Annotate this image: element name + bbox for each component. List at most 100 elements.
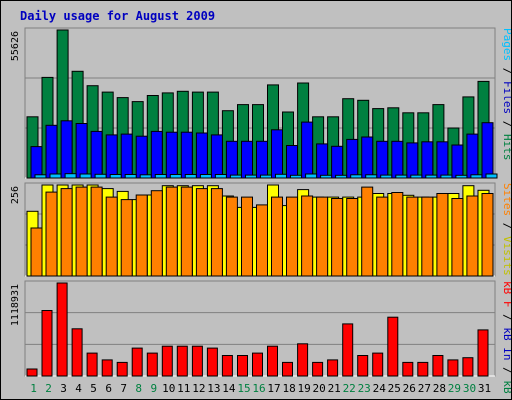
x-tick-label-day-17: 17 <box>267 382 280 395</box>
x-tick-label-day-9: 9 <box>150 382 157 395</box>
bar-kb-f-day-11 <box>176 345 188 377</box>
bar-sites-day-3 <box>60 188 73 277</box>
bar-pages-day-17 <box>275 173 287 179</box>
bar-sites-day-8 <box>135 194 148 277</box>
bar-sites-day-18 <box>286 196 298 277</box>
x-tick-label-day-21: 21 <box>328 382 341 395</box>
bar-pages-day-18 <box>290 174 302 179</box>
bar-kb-f-day-27 <box>417 361 429 377</box>
bar-sites-day-17 <box>271 196 283 277</box>
bar-kb-f-day-23 <box>357 355 369 377</box>
legend-item: Sites <box>501 183 511 216</box>
bar-pages-day-16 <box>260 174 272 179</box>
bar-sites-day-16 <box>256 204 268 277</box>
bar-pages-day-30 <box>470 174 483 179</box>
bar-pages-day-8 <box>139 174 152 179</box>
x-tick-label-day-7: 7 <box>120 382 127 395</box>
y-max-label: 55626 <box>10 31 21 61</box>
y-max-label: 256 <box>10 186 21 204</box>
bar-kb-f-day-10 <box>161 345 173 377</box>
bar-files-day-10 <box>165 131 178 179</box>
bar-files-day-19 <box>301 121 314 179</box>
bar-pages-day-28 <box>440 174 453 179</box>
bar-kb-f-day-22 <box>342 323 354 377</box>
bar-files-day-6 <box>105 134 118 179</box>
bar-pages-day-15 <box>245 174 257 179</box>
bar-sites-day-30 <box>466 195 479 277</box>
bar-files-day-14 <box>225 140 238 179</box>
bar-pages-day-1 <box>34 174 47 179</box>
bar-pages-day-27 <box>425 174 438 179</box>
bar-kb-f-day-1 <box>26 368 38 377</box>
x-tick-label-day-23: 23 <box>358 382 371 395</box>
legend-item: / <box>501 114 511 134</box>
bar-kb-f-day-21 <box>327 359 339 377</box>
x-tick-label-day-30: 30 <box>463 382 476 395</box>
bar-files-day-1 <box>30 146 43 179</box>
bar-files-day-2 <box>45 124 58 179</box>
bar-kb-f-day-25 <box>387 316 399 377</box>
bar-files-day-9 <box>150 130 163 179</box>
x-tick-label-day-8: 8 <box>135 382 142 395</box>
legend-item: Pages <box>501 28 511 61</box>
legend-item: Visits <box>501 236 511 276</box>
x-tick-label-day-5: 5 <box>90 382 97 395</box>
x-tick-label-day-16: 16 <box>252 382 265 395</box>
bar-pages-day-26 <box>410 174 423 179</box>
legend-item: kB F <box>501 281 511 308</box>
legend-item: / <box>501 216 511 236</box>
bar-files-day-3 <box>60 120 73 179</box>
bar-sites-day-15 <box>241 196 253 277</box>
bar-sites-day-14 <box>225 196 238 277</box>
x-tick-label-day-29: 29 <box>448 382 461 395</box>
bar-kb-f-day-14 <box>221 355 233 377</box>
bar-sites-day-9 <box>150 190 163 277</box>
bar-pages-day-14 <box>229 174 242 179</box>
bar-files-day-31 <box>481 122 494 179</box>
panel-middle: 256 Sites / Visits <box>10 182 511 277</box>
bar-sites-day-19 <box>301 195 314 277</box>
bar-kb-f-day-17 <box>267 345 278 377</box>
x-tick-label-day-28: 28 <box>433 382 446 395</box>
x-tick-label-day-1: 1 <box>30 382 37 395</box>
bar-kb-f-day-19 <box>297 343 309 377</box>
x-tick-label-day-12: 12 <box>192 382 205 395</box>
bar-pages-day-9 <box>154 174 167 179</box>
bar-pages-day-5 <box>94 173 107 179</box>
bar-files-day-26 <box>406 142 419 179</box>
bar-kb-f-day-2 <box>41 310 53 377</box>
legend-item: Files <box>501 81 511 114</box>
bar-pages-day-12 <box>199 174 212 179</box>
x-tick-label-day-10: 10 <box>162 382 175 395</box>
chart-title: Daily usage for August 2009 <box>20 9 215 23</box>
bar-files-day-4 <box>75 123 88 179</box>
bar-files-day-29 <box>451 144 464 179</box>
bar-sites-day-25 <box>391 192 404 277</box>
bar-pages-day-23 <box>365 174 378 179</box>
bar-pages-day-25 <box>395 174 408 179</box>
bar-kb-f-day-5 <box>86 352 98 377</box>
x-tick-label-day-14: 14 <box>222 382 236 395</box>
bar-pages-day-24 <box>380 174 393 179</box>
x-tick-label-day-20: 20 <box>312 382 325 395</box>
bar-kb-f-day-30 <box>462 357 474 377</box>
bar-sites-day-23 <box>361 186 374 277</box>
bar-sites-day-20 <box>316 196 329 277</box>
x-tick-label-day-19: 19 <box>297 382 310 395</box>
bar-files-day-15 <box>241 140 253 179</box>
x-tick-label-day-27: 27 <box>418 382 431 395</box>
legend-item: / <box>501 61 511 81</box>
bar-kb-f-day-13 <box>206 347 218 377</box>
bar-files-day-13 <box>210 134 223 179</box>
bar-files-day-25 <box>391 140 404 179</box>
bar-kb-f-day-29 <box>447 359 459 377</box>
bar-files-day-23 <box>361 136 374 179</box>
bar-sites-day-31 <box>481 193 494 277</box>
bar-sites-day-21 <box>331 198 344 277</box>
bar-pages-day-21 <box>335 174 348 179</box>
x-tick-label-day-2: 2 <box>45 382 52 395</box>
bar-files-day-16 <box>256 140 268 179</box>
bar-kb-f-day-18 <box>282 361 293 377</box>
bar-kb-f-day-26 <box>402 361 414 377</box>
x-tick-label-day-26: 26 <box>403 382 416 395</box>
